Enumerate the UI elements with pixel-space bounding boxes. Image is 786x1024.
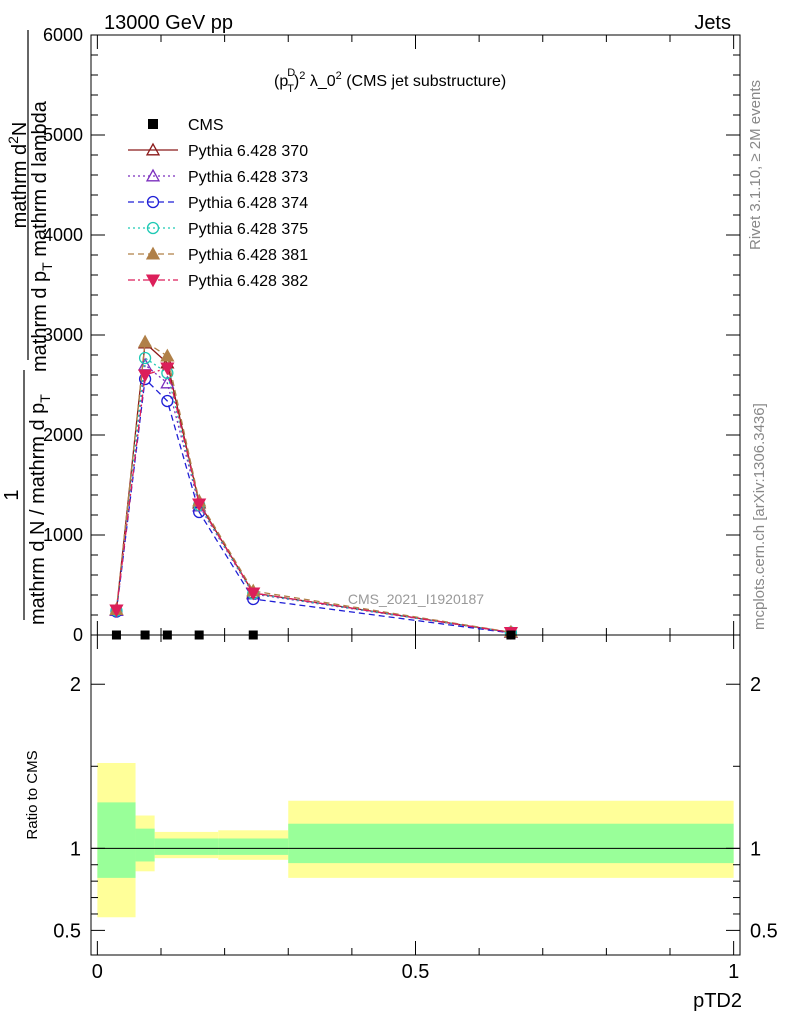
main-y-tick-label: 0 bbox=[73, 625, 83, 645]
ratio-y-tick-label-right: 1 bbox=[750, 838, 761, 860]
legend-label: Pythia 6.428 374 bbox=[188, 195, 308, 212]
ratio-inner-band bbox=[97, 802, 136, 878]
ratio-inner-band bbox=[218, 838, 289, 855]
ratio-y-tick-label: 1 bbox=[70, 838, 81, 860]
ratio-y-tick-label-right: 2 bbox=[750, 674, 761, 696]
ylabel-denom-tail: mathrm d lambda bbox=[29, 100, 51, 262]
ylabel-prefix-numer: 1 bbox=[1, 489, 23, 500]
ylabel-denom-sub: T bbox=[39, 262, 55, 271]
series-point bbox=[192, 498, 207, 512]
title-tail: (CMS jet substructure) bbox=[342, 73, 506, 90]
ratio-inner-band bbox=[288, 823, 734, 864]
series-line bbox=[115, 377, 512, 634]
main-y-tick-label: 6000 bbox=[43, 25, 83, 45]
legend-marker bbox=[146, 221, 160, 235]
plot-title: (pD T)2 λ_02 (CMS jet substructure) bbox=[274, 67, 506, 95]
ylabel-numer-tail: N bbox=[9, 122, 31, 136]
series-point bbox=[160, 362, 175, 376]
series-line bbox=[115, 340, 512, 633]
title-exp: 2 bbox=[299, 70, 305, 82]
main-axes: 0 1000 2000 3000 4000 5000 6000 bbox=[43, 25, 740, 645]
series-point bbox=[161, 394, 174, 408]
header-right: Jets bbox=[694, 12, 731, 34]
ylabel-prefix-denom: mathrm d N / mathrm d pT bbox=[27, 394, 53, 625]
legend-marker bbox=[145, 246, 161, 260]
series-line bbox=[115, 341, 512, 634]
ylabel-prefix-denom-sub: T bbox=[37, 394, 53, 403]
series-point bbox=[138, 351, 152, 365]
series-line bbox=[115, 367, 512, 634]
title-sub: T bbox=[287, 83, 294, 95]
title-rest: λ_0 bbox=[305, 73, 335, 90]
header-left: 13000 GeV pp bbox=[104, 12, 233, 34]
ratio-bands bbox=[97, 763, 734, 918]
main-y-tick-label: 2000 bbox=[43, 425, 83, 445]
legend: CMS Pythia 6.428 370 Pythia 6.428 373 Pythi… bbox=[128, 117, 308, 290]
legend-label-cms: CMS bbox=[188, 117, 224, 134]
ratio-y-tick-label: 2 bbox=[70, 674, 81, 696]
legend-marker bbox=[145, 168, 161, 182]
main-y-tick-label: 3000 bbox=[43, 325, 83, 345]
main-y-tick-label: 5000 bbox=[43, 125, 83, 145]
legend-label: Pythia 6.428 381 bbox=[188, 247, 308, 264]
series-point bbox=[246, 587, 261, 601]
ylabel-denom: mathrm d pT mathrm d lambda bbox=[29, 100, 55, 372]
x-tick-label: 0.5 bbox=[402, 961, 430, 983]
legend-marker bbox=[145, 142, 161, 156]
x-tick-label: 0 bbox=[92, 961, 103, 983]
legend-label: Pythia 6.428 370 bbox=[188, 143, 308, 160]
x-axis-label: pTD2 bbox=[693, 990, 742, 1012]
ylabel-numer-text: mathrm d bbox=[9, 144, 31, 228]
ylabel-numer-sup: 2 bbox=[5, 136, 21, 144]
series-point bbox=[109, 604, 124, 618]
title-sup: D bbox=[287, 67, 295, 79]
mcplots-label: mcplots.cern.ch [arXiv:1306.3436] bbox=[751, 403, 768, 630]
ratio-y-label: Ratio to CMS bbox=[24, 750, 41, 839]
main-y-tick-label: 4000 bbox=[43, 225, 83, 245]
series-point bbox=[137, 369, 153, 383]
legend-marker bbox=[146, 195, 160, 209]
ratio-axes: 0.5 0.5 1 1 2 2 0 0.5 1 bbox=[53, 635, 778, 983]
ylabel-numer: mathrm d2N bbox=[5, 122, 31, 229]
legend-label: Pythia 6.428 375 bbox=[188, 221, 308, 238]
legend-marker-cms bbox=[148, 119, 158, 129]
ratio-y-tick-label: 0.5 bbox=[53, 920, 81, 942]
legend-marker bbox=[145, 274, 161, 288]
main-y-tick-label: 1000 bbox=[43, 525, 83, 545]
legend-label: Pythia 6.428 382 bbox=[188, 273, 308, 290]
ratio-plot-frame bbox=[90, 634, 741, 956]
ratio-y-tick-label-right: 0.5 bbox=[750, 920, 778, 942]
main-series bbox=[109, 334, 519, 640]
title-base: (p bbox=[274, 73, 288, 90]
ratio-plot: 0.5 0.5 1 1 2 2 0 0.5 1 Ratio to CMS pTD2 bbox=[24, 634, 778, 1012]
rivet-label: Rivet 3.1.10, ≥ 2M events bbox=[747, 80, 764, 250]
watermark: CMS_2021_I1920187 bbox=[348, 591, 484, 607]
ylabel-prefix-denom-text: mathrm d N / mathrm d p bbox=[27, 403, 49, 625]
series-point bbox=[137, 334, 153, 348]
ratio-inner-band bbox=[154, 838, 219, 855]
ratio-inner-band bbox=[135, 828, 155, 862]
series-line bbox=[115, 363, 512, 634]
main-y-label: 1 mathrm d N / mathrm d pT mathrm d2N ma… bbox=[1, 30, 55, 625]
title-close: ) bbox=[294, 73, 299, 90]
title-rest-sup: 2 bbox=[336, 70, 342, 82]
legend-label: Pythia 6.428 373 bbox=[188, 169, 308, 186]
series-line bbox=[115, 356, 512, 634]
ylabel-denom-text: mathrm d p bbox=[29, 271, 51, 372]
x-tick-label: 1 bbox=[728, 961, 739, 983]
series-point bbox=[160, 348, 175, 362]
